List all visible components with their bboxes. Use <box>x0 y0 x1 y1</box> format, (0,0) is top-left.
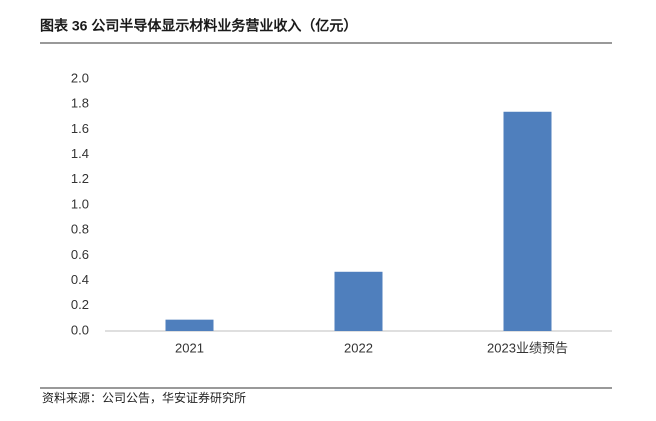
y-tick-label: 0.8 <box>71 222 89 237</box>
x-tick-label: 2022 <box>344 340 373 355</box>
x-tick-label: 2023业绩预告 <box>487 340 568 355</box>
y-tick-label: 0.0 <box>71 322 89 337</box>
y-tick-label: 2.0 <box>71 70 89 85</box>
y-tick-label: 0.2 <box>71 297 89 312</box>
source: 资料来源：公司公告，华安证券研究所 <box>42 390 246 405</box>
y-tick-label: 1.6 <box>71 121 89 136</box>
y-tick-label: 1.2 <box>71 171 89 186</box>
bar <box>503 111 552 331</box>
y-tick-label: 1.4 <box>71 146 89 161</box>
y-tick-label: 0.4 <box>71 272 89 287</box>
bar <box>165 319 214 331</box>
y-tick-label: 1.0 <box>71 196 89 211</box>
bar <box>334 271 383 331</box>
y-tick-label: 1.8 <box>71 96 89 111</box>
x-tick-label: 2021 <box>175 340 204 355</box>
y-tick-label: 0.6 <box>71 247 89 262</box>
chart-title: 图表 36 公司半导体显示材料业务营业收入（亿元） <box>40 18 357 34</box>
